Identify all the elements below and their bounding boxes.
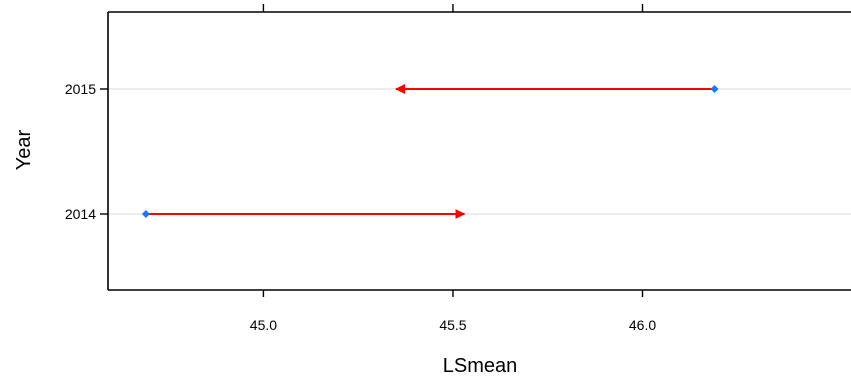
x-axis-title: LSmean bbox=[443, 355, 518, 377]
y-axis-title: Year bbox=[13, 129, 35, 170]
gridlines bbox=[108, 88, 851, 215]
point-2014 bbox=[141, 210, 150, 218]
points bbox=[141, 85, 719, 218]
y-tick-label-2014: 2014 bbox=[65, 206, 96, 222]
arrows bbox=[145, 84, 715, 219]
tick-labels: 45.0 45.5 46.0 2014 2015 bbox=[65, 81, 656, 333]
point-2015 bbox=[710, 85, 719, 93]
x-tick-label-0: 45.0 bbox=[250, 317, 277, 333]
y-tick-label-2015: 2015 bbox=[65, 81, 96, 97]
x-tick-label-2: 46.0 bbox=[629, 317, 656, 333]
plot-frame bbox=[100, 4, 851, 297]
x-tick-label-1: 45.5 bbox=[439, 317, 466, 333]
